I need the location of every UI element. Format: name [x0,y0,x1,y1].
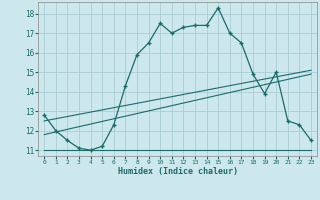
X-axis label: Humidex (Indice chaleur): Humidex (Indice chaleur) [118,167,238,176]
